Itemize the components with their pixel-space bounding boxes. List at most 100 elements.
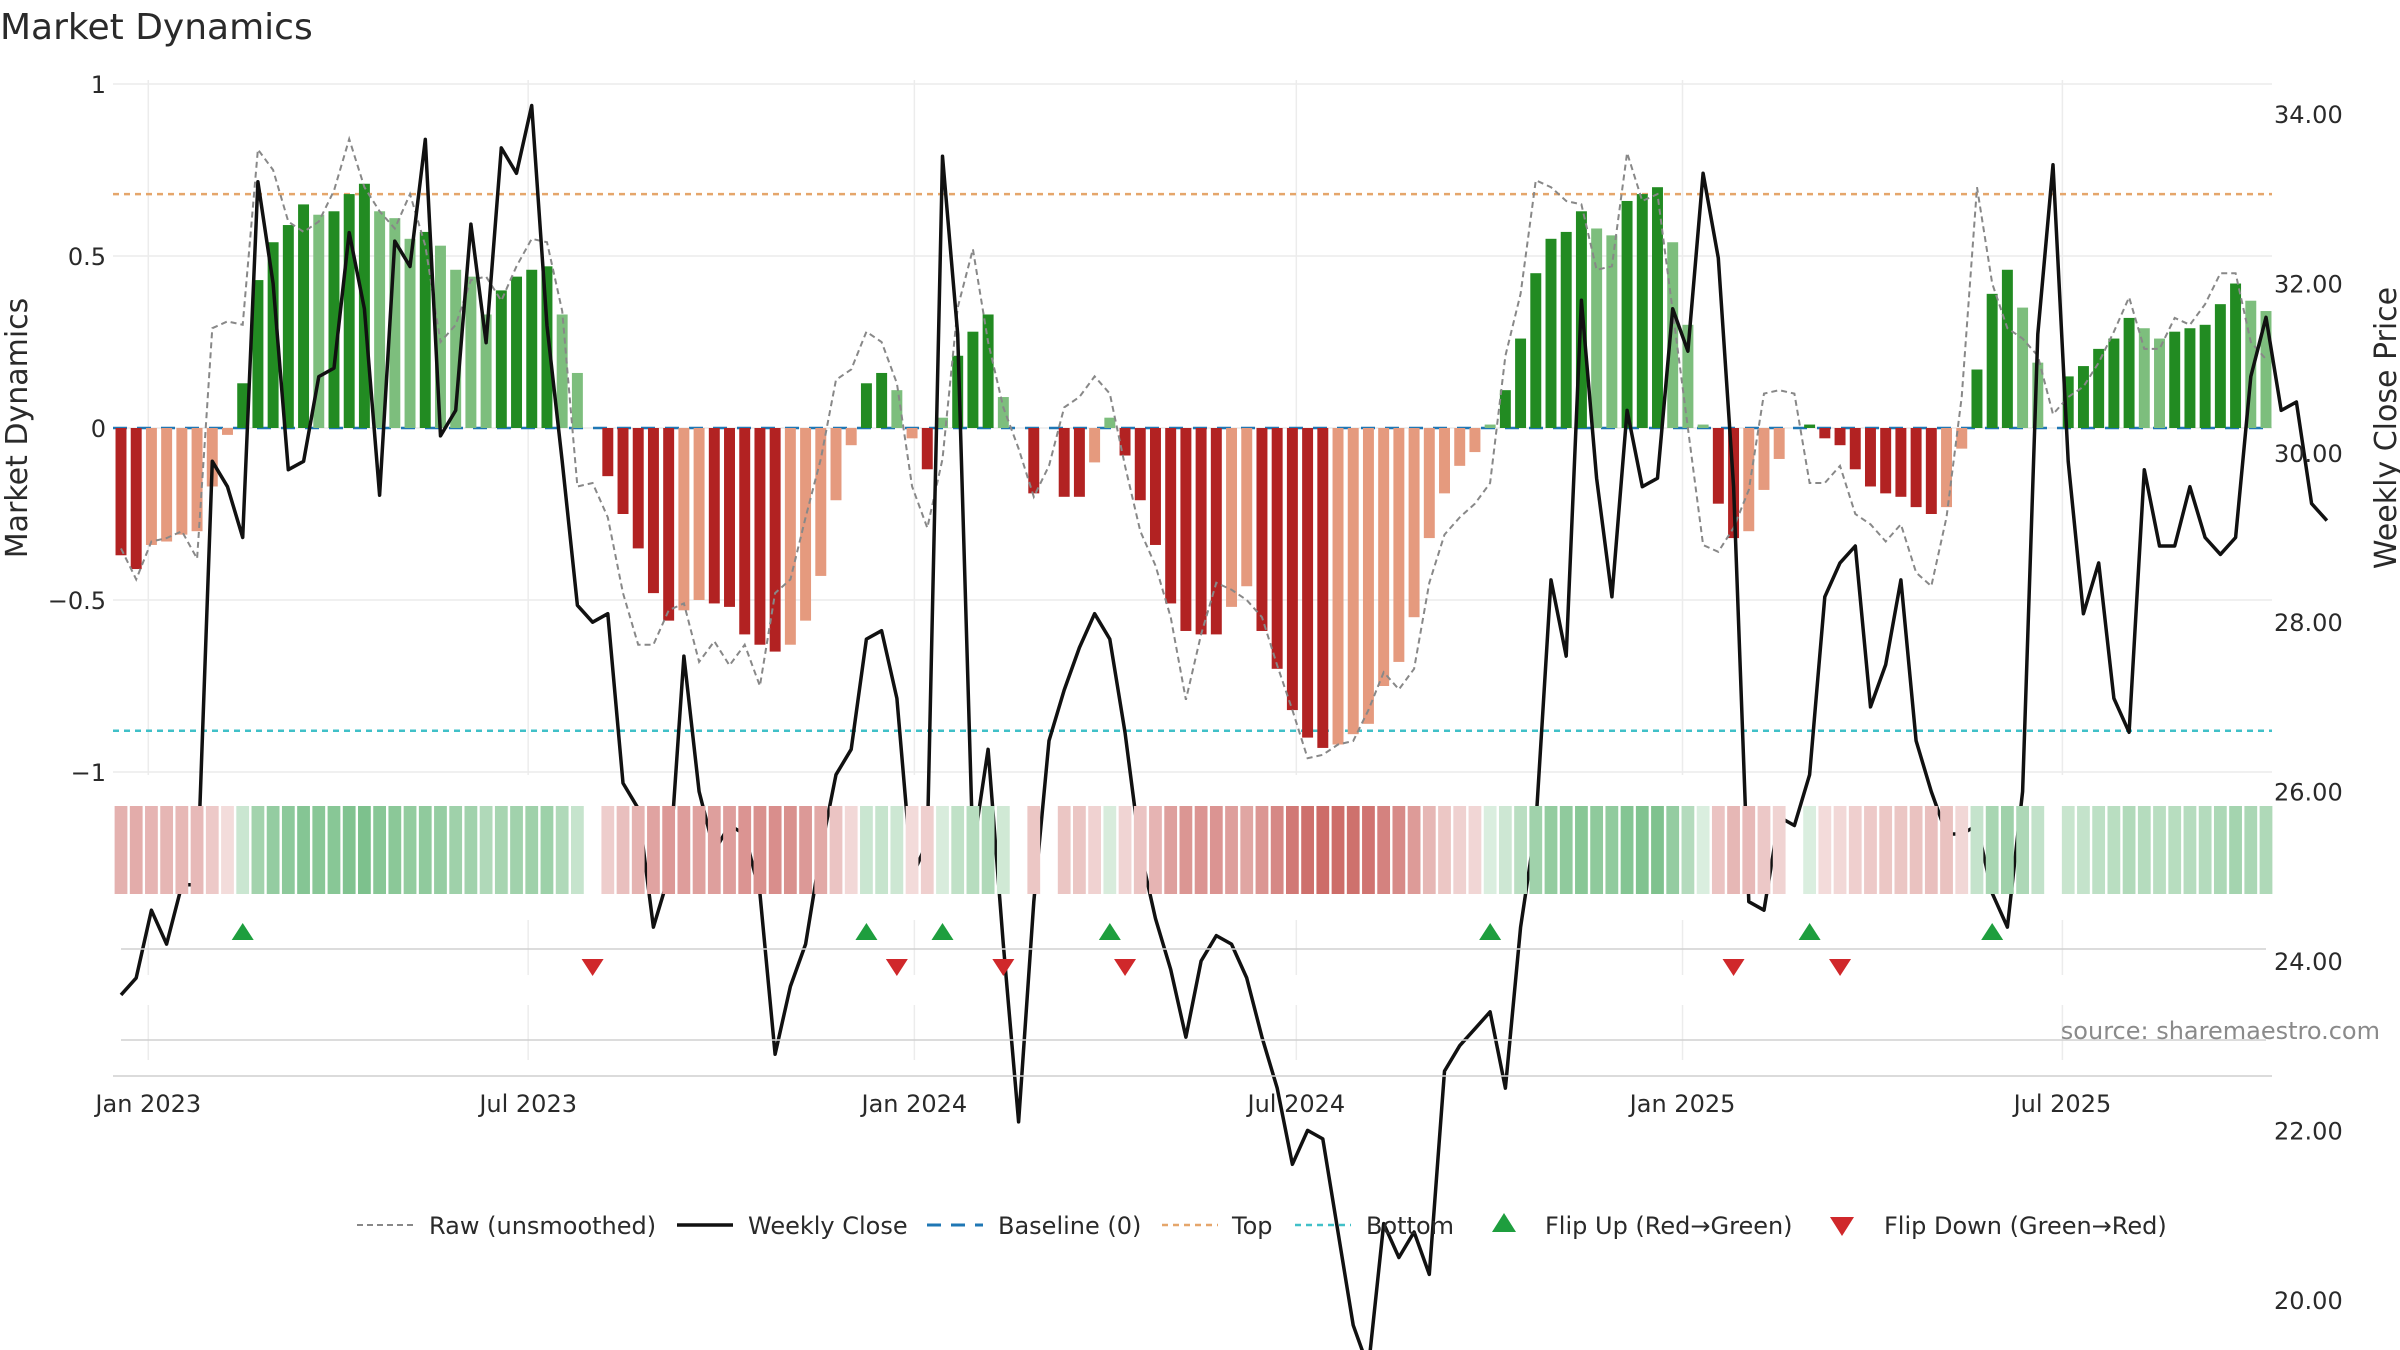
bar-77 [1286,428,1298,711]
strip-cell-26 [510,806,523,894]
strip-cell-1 [129,806,143,894]
bar-22 [450,269,462,428]
strip-cell-28 [540,806,554,894]
bar-68 [1149,428,1161,545]
strip-cell-132 [2122,806,2136,894]
bar-89 [1469,428,1481,453]
bar-101 [1652,187,1663,428]
flip-markers [121,923,2266,1041]
strip-cell-131 [2107,806,2121,894]
bar-37 [678,428,690,611]
legend-flip-down-swatch [1830,1217,1854,1236]
strip-cell-48 [844,806,858,894]
strip-cell-122 [1970,806,1984,894]
bar-41 [739,428,751,635]
strip-cell-111 [1803,806,1817,894]
strip-cell-88 [1453,806,1467,894]
bar-114 [1849,428,1861,470]
bar-120 [1941,428,1953,508]
strip-cell-86 [1422,806,1436,894]
strip-cell-126 [2031,806,2045,894]
source-label: source: sharemaestro.com [2061,1017,2380,1045]
strip-cell-71 [1194,806,1208,894]
strip-cell-3 [160,806,174,894]
bar-50 [876,372,888,428]
strip-cell-50 [875,806,889,894]
bar-121 [1956,428,1968,449]
bar-73 [1226,428,1238,607]
strip-cell-19 [403,806,417,894]
strip-cell-55 [951,806,965,894]
strip-cell-70 [1179,806,1193,894]
strip-cell-39 [707,806,721,894]
strip-cell-76 [1270,806,1284,894]
y-right-tick-4: 26.00 [2274,779,2343,807]
bar-25 [495,290,507,428]
strip-cell-69 [1164,806,1178,894]
bar-88 [1454,428,1466,466]
legend-label-2: Baseline (0) [998,1212,1141,1240]
strip-cell-119 [1924,806,1938,894]
strip-cell-65 [1103,806,1117,894]
strip-cell-91 [1498,806,1512,894]
strip-cell-40 [723,806,736,894]
bar-42 [754,428,766,645]
strip-cell-51 [890,806,904,894]
bar-58 [997,397,1009,428]
strip-cell-124 [2000,806,2014,894]
bar-39 [708,428,720,604]
bar-19 [404,238,416,428]
x-tick-1: Jul 2023 [477,1090,577,1118]
bar-133 [2138,328,2150,428]
strip-cell-9 [251,806,265,894]
strip-cell-83 [1377,806,1391,894]
strip-cell-114 [1848,806,1862,894]
bar-7 [222,428,233,435]
bar-94 [1545,238,1557,428]
bar-90 [1484,424,1496,428]
strip-cell-32 [601,806,615,894]
x-tick-4: Jan 2025 [1628,1090,1736,1118]
bar-95 [1560,231,1572,428]
strip-cell-77 [1285,806,1299,894]
strip-cell-60 [1027,806,1041,894]
bar-72 [1210,428,1222,635]
bar-102 [1667,242,1679,428]
y-right-tick-6: 22.00 [2274,1117,2343,1145]
bar-84 [1393,428,1405,662]
strip-cell-82 [1362,806,1375,894]
strip-cell-68 [1149,806,1162,894]
bar-123 [1986,293,1998,428]
legend-label-0: Raw (unsmoothed) [429,1212,656,1240]
strip-cell-84 [1392,806,1406,894]
strip-cell-101 [1651,806,1664,894]
bar-138 [2214,304,2226,428]
bar-46 [815,428,827,576]
x-tick-3: Jul 2024 [1246,1090,1346,1118]
bar-67 [1134,428,1146,501]
bar-15 [343,194,355,428]
bar-23 [465,276,477,428]
bar-45 [800,428,812,621]
legend-label-5: Flip Up (Red→Green) [1545,1212,1793,1240]
y-right-label: Weekly Close Price [2369,287,2400,569]
bar-79 [1317,428,1329,748]
strip-cell-140 [2244,806,2258,894]
strip-cell-43 [768,806,782,894]
bar-78 [1302,428,1314,738]
strip-cell-96 [1575,806,1588,894]
bar-54 [937,417,948,428]
strip-cell-123 [1985,806,1999,894]
flip-up-2 [931,923,954,940]
bar-113 [1834,428,1846,446]
y-left-label: Market Dynamics [0,298,35,559]
strip-cell-120 [1940,806,1953,894]
strip-cell-104 [1696,806,1710,894]
strip-cell-73 [1225,806,1238,894]
bar-35 [647,428,659,594]
bar-87 [1439,428,1450,494]
bar-66 [1119,428,1131,456]
bar-99 [1621,200,1633,428]
bar-63 [1073,428,1085,497]
bar-122 [1971,369,1983,428]
